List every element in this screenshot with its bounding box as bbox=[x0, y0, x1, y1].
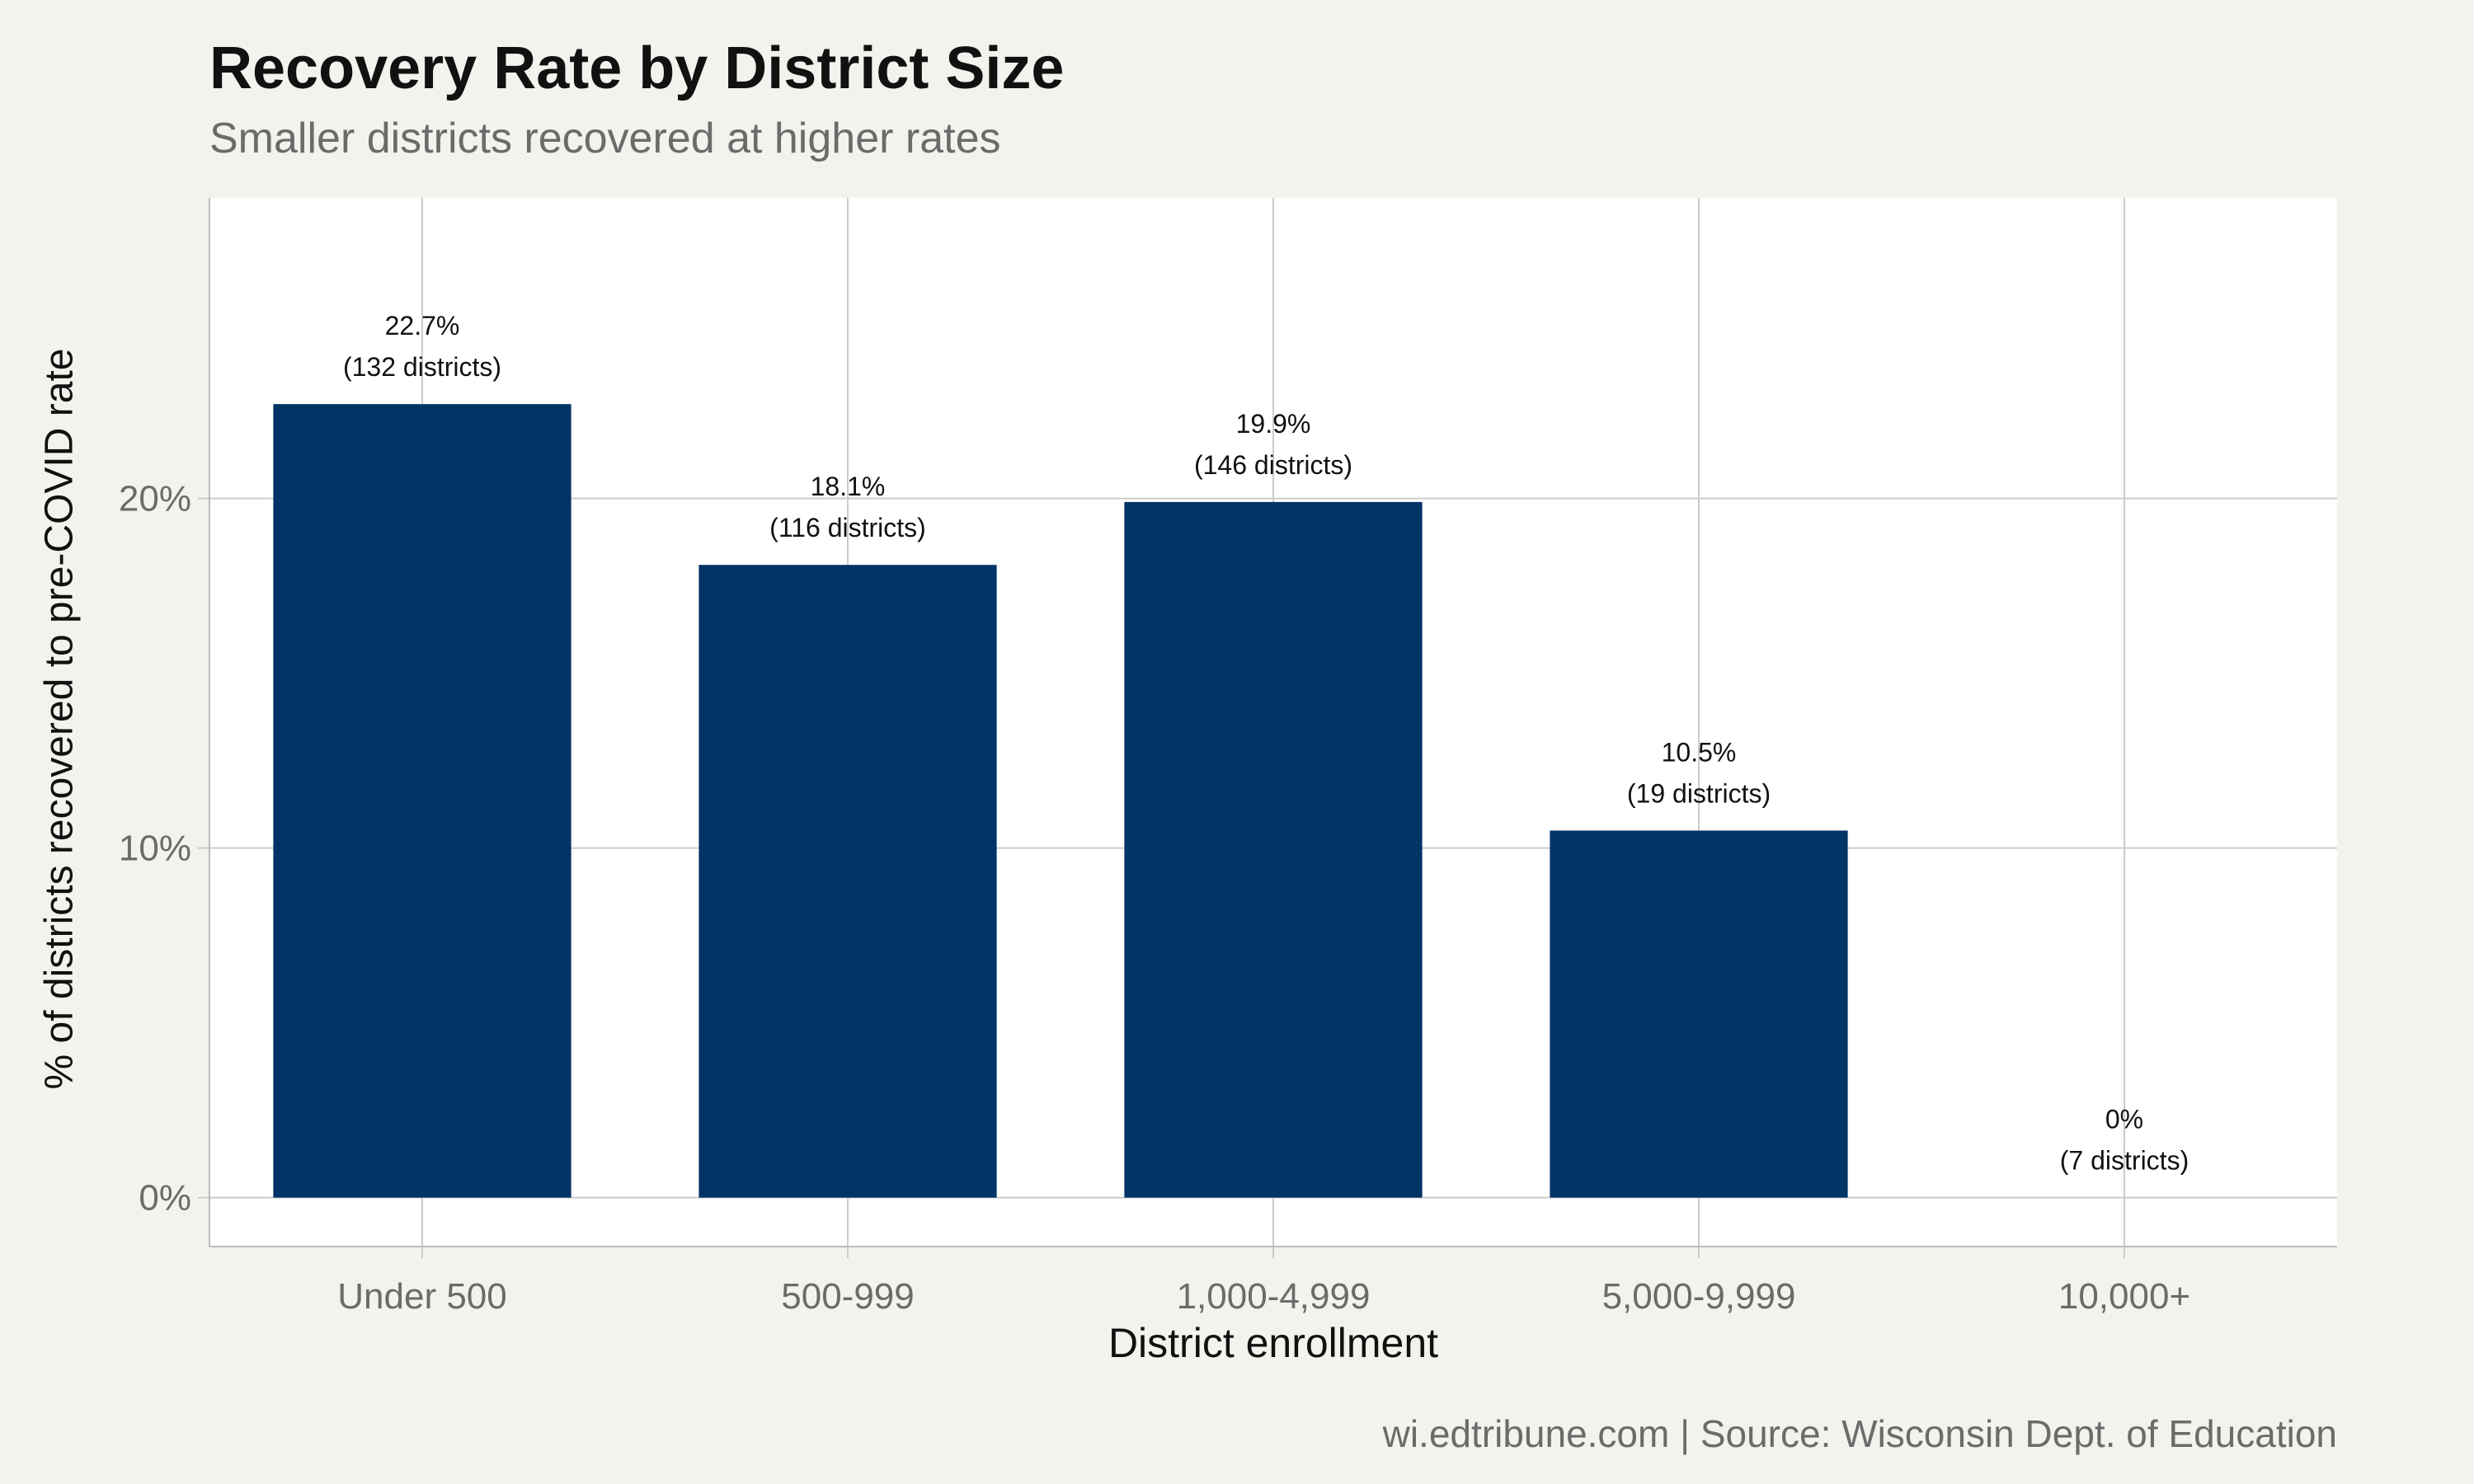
bar bbox=[1124, 501, 1423, 1198]
bar-value-label: 22.7% bbox=[385, 311, 460, 340]
y-axis-label: % of districts recovered to pre-COVID ra… bbox=[37, 348, 82, 1090]
bar bbox=[273, 404, 571, 1198]
y-tick-label: 10% bbox=[119, 829, 191, 869]
source-caption: wi.edtribune.com | Source: Wisconsin Dep… bbox=[1382, 1412, 2337, 1455]
bar-value-label: 0% bbox=[2105, 1105, 2143, 1134]
bar bbox=[1550, 830, 1848, 1198]
x-tick-label: 5,000-9,999 bbox=[1602, 1276, 1796, 1317]
chart-subtitle: Smaller districts recovered at higher ra… bbox=[209, 115, 1001, 162]
x-tick-label: 500-999 bbox=[781, 1276, 914, 1317]
bar-count-label: (7 districts) bbox=[2060, 1146, 2189, 1176]
bar-count-label: (146 districts) bbox=[1194, 450, 1352, 480]
chart-title: Recovery Rate by District Size bbox=[209, 35, 1065, 101]
bar-value-label: 10.5% bbox=[1662, 737, 1737, 767]
y-tick-label: 0% bbox=[139, 1178, 191, 1219]
bar-count-label: (116 districts) bbox=[769, 513, 926, 542]
x-tick-label: 10,000+ bbox=[2058, 1276, 2190, 1317]
x-axis-label: District enrollment bbox=[1108, 1320, 1439, 1366]
x-tick-label: Under 500 bbox=[337, 1276, 506, 1317]
bar bbox=[698, 565, 997, 1198]
bar-value-label: 18.1% bbox=[811, 472, 886, 501]
bar-count-label: (19 districts) bbox=[1627, 778, 1771, 808]
y-tick-label: 20% bbox=[119, 479, 191, 519]
x-tick-label: 1,000-4,999 bbox=[1177, 1276, 1371, 1317]
bar-value-label: 19.9% bbox=[1236, 409, 1311, 439]
bar-count-label: (132 districts) bbox=[343, 352, 501, 382]
